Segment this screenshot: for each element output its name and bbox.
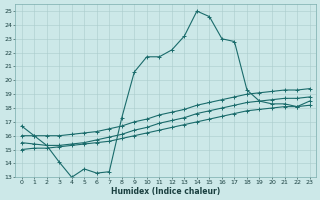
X-axis label: Humidex (Indice chaleur): Humidex (Indice chaleur) <box>111 187 220 196</box>
